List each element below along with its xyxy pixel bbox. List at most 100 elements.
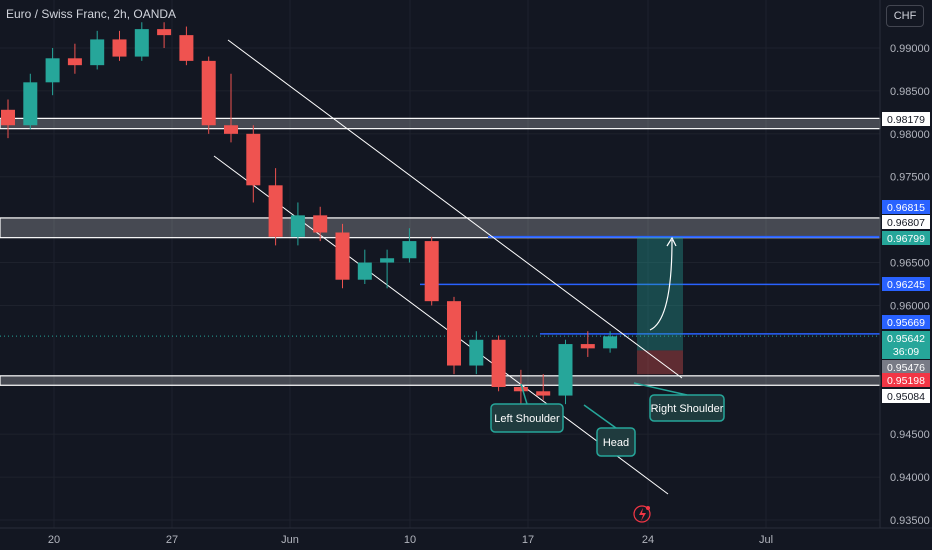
y-tick-3: 0.97500	[890, 172, 930, 184]
price-label-bg-7	[882, 360, 930, 374]
y-tick-1: 0.98500	[890, 86, 930, 98]
candle-body-19	[424, 241, 439, 302]
y-tick-2: 0.98000	[890, 129, 930, 141]
candle-body-9	[201, 60, 216, 126]
candle-body-12	[268, 185, 283, 237]
y-tick-0: 0.99000	[890, 43, 930, 55]
candle-body-23	[513, 386, 528, 392]
candle-body-20	[447, 301, 461, 366]
annotation-box-2	[649, 394, 725, 422]
channel-lower-line	[213, 155, 669, 495]
candle-body-6	[134, 29, 149, 57]
price-label-8: 0.95198	[887, 375, 925, 387]
candlestick-series	[1, 22, 618, 405]
lightning-icon[interactable]	[633, 505, 651, 523]
candle-body-26	[580, 344, 595, 349]
price-label-timer-6: 36:09	[893, 346, 919, 358]
x-tick-5: 24	[642, 534, 654, 546]
projection-arrow-head	[666, 236, 677, 247]
currency-button[interactable]: CHF	[886, 5, 924, 27]
y-tick-6: 0.94500	[890, 429, 930, 441]
y-tick-4: 0.96500	[890, 258, 930, 270]
price-label-bg-3	[882, 231, 930, 245]
candle-body-5	[112, 39, 127, 57]
descending-channel[interactable]	[213, 39, 683, 495]
price-label-9: 0.95084	[887, 391, 925, 403]
candle-body-4	[90, 39, 105, 66]
price-label-0: 0.98179	[887, 114, 925, 126]
candle-body-15	[335, 232, 350, 280]
position-stop-zone	[637, 350, 683, 375]
price-labels: 0.98179 0.96815 0.96807 0.96799 0.96245 0.956…	[882, 112, 930, 403]
channel-upper-line	[227, 39, 683, 379]
candle-body-3	[67, 58, 82, 66]
price-label-bg-4	[882, 277, 930, 291]
lightning-icon-dot	[646, 506, 650, 510]
price-label-1: 0.96815	[887, 202, 925, 214]
y-tick-5: 0.96000	[890, 300, 930, 312]
price-label-bg-5	[882, 315, 930, 329]
position-target-zone	[637, 236, 683, 351]
price-label-bg-9	[882, 389, 930, 403]
projection-arrow	[649, 239, 673, 331]
support-resistance-zones	[0, 117, 881, 386]
price-label-3: 0.96799	[887, 233, 925, 245]
pattern-annotations[interactable]: Left Shoulder Head Right Shoulder	[490, 382, 725, 457]
annotation-label-2: Right Shoulder	[651, 403, 724, 415]
price-label-bg-2	[882, 215, 930, 229]
candle-body-17	[380, 258, 395, 263]
horizontal-levels	[0, 235, 880, 337]
x-tick-6: Jul	[759, 534, 773, 546]
price-label-bg-0	[882, 112, 930, 126]
candle-body-11	[246, 133, 261, 186]
candle-body-1	[23, 82, 38, 126]
y-tick-7: 0.94000	[890, 472, 930, 484]
annotation-box-1	[596, 427, 636, 457]
annotation-label-1: Head	[603, 437, 629, 449]
annotation-box-0	[490, 403, 564, 433]
time-axis[interactable]: 20 27 Jun 10 17 24 Jul	[0, 527, 932, 546]
x-tick-2: Jun	[281, 534, 299, 546]
price-label-bg-6	[882, 331, 930, 359]
candle-body-25	[558, 344, 573, 396]
candle-body-22	[491, 339, 506, 387]
price-label-6: 0.95642	[887, 333, 925, 345]
x-tick-1: 27	[166, 534, 178, 546]
candle-body-0	[1, 109, 15, 126]
price-axis[interactable]: 0.99000 0.98500 0.98000 0.97500 0.96500 0.960…	[879, 0, 930, 528]
annotation-label-0: Left Shoulder	[494, 413, 560, 425]
x-tick-0: 20	[48, 534, 60, 546]
price-label-4: 0.96245	[887, 279, 925, 291]
candle-body-8	[179, 35, 194, 61]
candle-body-13	[290, 215, 305, 237]
x-tick-4: 17	[522, 534, 534, 546]
candle-body-16	[357, 262, 372, 280]
price-label-7: 0.95476	[887, 362, 925, 374]
candle-body-10	[224, 125, 238, 134]
price-label-bg-8	[882, 373, 930, 387]
lightning-icon-ring	[633, 505, 651, 523]
zone-0	[0, 117, 881, 130]
candle-body-27	[603, 336, 618, 349]
long-position-tool[interactable]	[637, 236, 683, 375]
candle-body-21	[469, 339, 484, 366]
symbol-title: Euro / Swiss Franc, 2h, OANDA	[6, 7, 177, 21]
x-tick-3: 10	[404, 534, 416, 546]
y-tick-8: 0.93500	[890, 515, 930, 527]
candle-body-2	[45, 58, 60, 83]
chart-grid	[0, 0, 880, 528]
annotation-pointer-2	[633, 382, 688, 396]
lightning-icon-bolt	[639, 508, 646, 521]
candle-body-18	[402, 241, 417, 259]
zone-1	[0, 217, 881, 239]
candle-body-24	[536, 391, 551, 396]
price-label-bg-1	[882, 200, 930, 214]
candle-body-7	[157, 29, 172, 36]
zone-2	[0, 375, 881, 386]
candle-body-14	[313, 215, 328, 233]
annotation-pointer-0	[520, 383, 528, 405]
annotation-pointer-1	[583, 404, 617, 429]
price-label-2: 0.96807	[887, 217, 925, 229]
price-label-5: 0.95669	[887, 317, 925, 329]
